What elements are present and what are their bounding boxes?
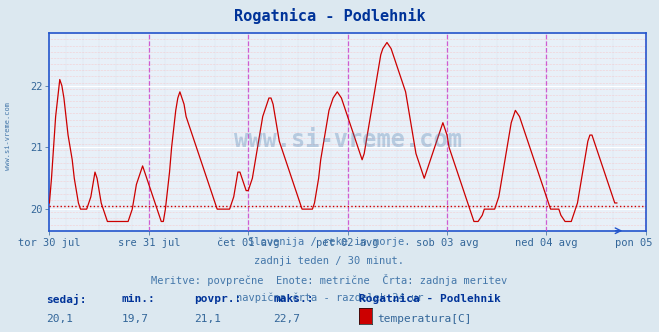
Text: Meritve: povprečne  Enote: metrične  Črta: zadnja meritev: Meritve: povprečne Enote: metrične Črta:… xyxy=(152,274,507,286)
Text: 21,1: 21,1 xyxy=(194,314,221,324)
Text: Rogatnica - Podlehnik: Rogatnica - Podlehnik xyxy=(359,294,501,304)
Text: www.si-vreme.com: www.si-vreme.com xyxy=(234,128,461,152)
Text: 20,1: 20,1 xyxy=(46,314,73,324)
Text: povpr.:: povpr.: xyxy=(194,294,242,304)
Text: Rogatnica - Podlehnik: Rogatnica - Podlehnik xyxy=(234,8,425,24)
Text: temperatura[C]: temperatura[C] xyxy=(377,314,471,324)
Text: Slovenija / reke in morje.: Slovenija / reke in morje. xyxy=(248,237,411,247)
Text: min.:: min.: xyxy=(122,294,156,304)
Text: 19,7: 19,7 xyxy=(122,314,149,324)
Text: zadnji teden / 30 minut.: zadnji teden / 30 minut. xyxy=(254,256,405,266)
Text: www.si-vreme.com: www.si-vreme.com xyxy=(5,102,11,170)
Text: maks.:: maks.: xyxy=(273,294,314,304)
Text: navpična črta - razdelek 24 ur: navpična črta - razdelek 24 ur xyxy=(236,292,423,303)
Text: 22,7: 22,7 xyxy=(273,314,301,324)
Text: sedaj:: sedaj: xyxy=(46,294,86,305)
